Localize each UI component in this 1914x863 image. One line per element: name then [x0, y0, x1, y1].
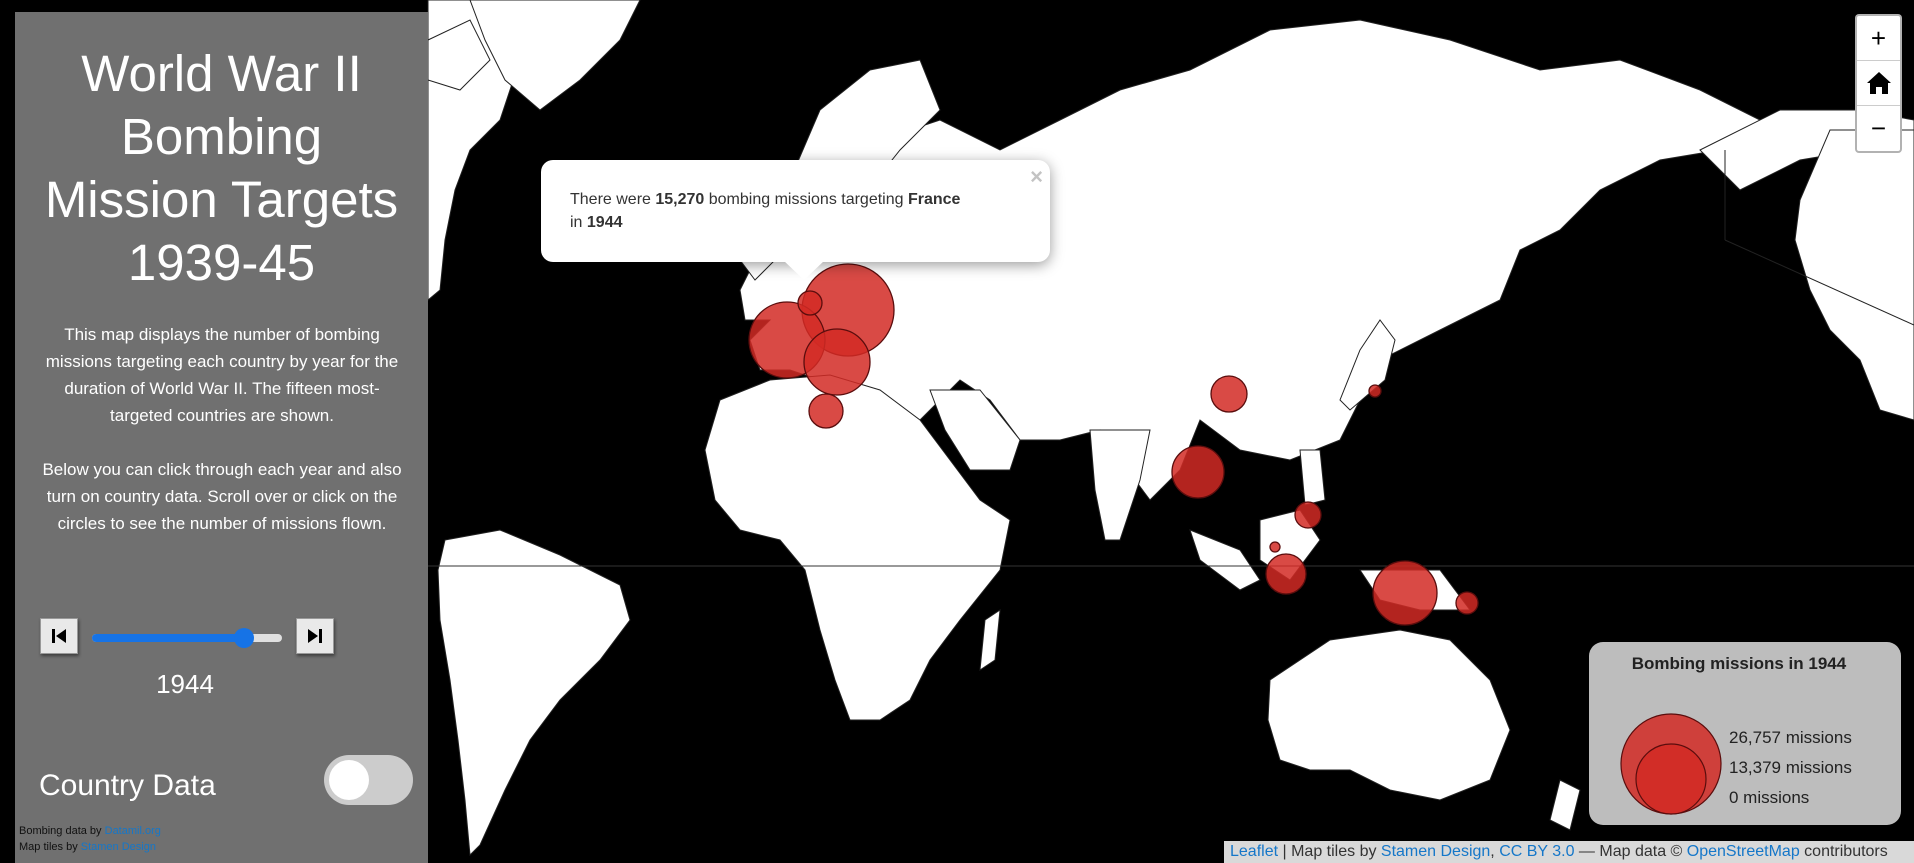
- popup-in: in: [570, 214, 587, 231]
- skip-back-icon: [52, 629, 66, 643]
- attr-contributors: contributors: [1799, 843, 1888, 860]
- legend-min-label: 0 missions: [1729, 788, 1810, 807]
- description-paragraph-1: This map displays the number of bombing …: [45, 325, 399, 425]
- land-greenland: [469, 0, 641, 111]
- attr-mapdata: — Map data ©: [1574, 843, 1687, 860]
- legend-max-label: 26,757 missions: [1729, 728, 1852, 747]
- popup-country: France: [907, 191, 961, 208]
- toggle-knob: [329, 760, 369, 800]
- land-philippines: [1299, 449, 1326, 506]
- bombing-credit-prefix: Bombing data by: [19, 825, 105, 837]
- bubble-solomons[interactable]: [1455, 591, 1479, 615]
- stamen-credit-link[interactable]: Stamen Design: [80, 841, 156, 853]
- year-slider-fill: [92, 634, 244, 642]
- bombing-data-credit: Bombing data by Datamil.org: [19, 825, 161, 837]
- bubble-japan[interactable]: [1368, 384, 1382, 398]
- legend: Bombing missions in 1944 26,757 missions…: [1589, 642, 1901, 825]
- map-popup: × There were 15,270 bombing missions tar…: [541, 160, 1050, 280]
- country-data-label: Country Data: [39, 769, 216, 802]
- land-south-america: [437, 529, 631, 857]
- osm-link[interactable]: OpenStreetMap: [1686, 843, 1800, 860]
- popup-text: There were 15,270 bombing missions targe…: [570, 188, 1025, 234]
- land-canada-islands: [427, 19, 491, 91]
- land-new-zealand: [1549, 779, 1581, 831]
- datamil-link[interactable]: Datamil.org: [104, 825, 161, 837]
- bubble-malaya[interactable]: [1269, 541, 1281, 553]
- popup-pre: There were: [570, 191, 656, 208]
- attr-sep: | Map tiles by: [1278, 843, 1381, 860]
- popup-year: 1944: [586, 214, 623, 231]
- leaflet-link[interactable]: Leaflet: [1230, 843, 1279, 860]
- land-africa: [704, 374, 1011, 721]
- bubble-new-guinea[interactable]: [1372, 560, 1438, 626]
- step-back-button[interactable]: [40, 618, 78, 654]
- skip-forward-icon: [308, 629, 322, 643]
- zoom-out-button[interactable]: −: [1870, 112, 1887, 143]
- bubble-italy[interactable]: [803, 328, 871, 396]
- title-line-3: Mission Targets: [44, 171, 399, 228]
- legend-mid-label: 13,379 missions: [1729, 758, 1852, 777]
- home-icon: [1866, 72, 1891, 94]
- title-line-2: Bombing: [120, 108, 323, 165]
- legend-circle-mid: [1635, 743, 1707, 815]
- land-australia: [1267, 629, 1511, 801]
- attr-comma: ,: [1490, 843, 1500, 860]
- home-button[interactable]: [1857, 61, 1900, 106]
- side-panel: World War II Bombing Mission Targets 193…: [15, 12, 428, 863]
- legend-circles: [1620, 713, 1722, 815]
- land-alaska: [1794, 129, 1914, 421]
- title-line-1: World War II: [81, 45, 362, 102]
- land-sumatra: [1189, 529, 1261, 591]
- land-india: [1089, 429, 1151, 541]
- license-link[interactable]: CC BY 3.0: [1499, 843, 1575, 860]
- popup-count: 15,270: [655, 191, 705, 208]
- year-label: 1944: [156, 669, 214, 699]
- land-madagascar: [979, 608, 1001, 672]
- map-tiles-credit: Map tiles by Stamen Design: [19, 841, 156, 853]
- bubble-burma[interactable]: [1171, 445, 1225, 499]
- zoom-in-button[interactable]: +: [1857, 16, 1900, 61]
- tiles-credit-prefix: Map tiles by: [19, 841, 81, 853]
- year-slider-thumb[interactable]: [234, 628, 254, 648]
- popup-mid: bombing missions targeting: [704, 191, 908, 208]
- bubble-borneo[interactable]: [1265, 553, 1307, 595]
- bubble-philippines[interactable]: [1294, 501, 1322, 529]
- stamen-link[interactable]: Stamen Design: [1380, 843, 1491, 860]
- bubble-tunisia[interactable]: [808, 393, 844, 429]
- attribution: Leaflet | Map tiles by Stamen Design, CC…: [1224, 841, 1914, 863]
- page-title: World War II Bombing Mission Targets 193…: [15, 42, 428, 294]
- legend-title: Bombing missions in 1944: [1631, 654, 1847, 673]
- title-line-4: 1939-45: [127, 234, 316, 291]
- land-arabia: [929, 389, 1021, 471]
- description-paragraph-2: Below you can click through each year an…: [42, 460, 402, 533]
- land-japan: [1339, 319, 1396, 411]
- year-slider[interactable]: [92, 628, 282, 648]
- country-data-toggle[interactable]: [324, 755, 413, 805]
- zoom-control: + −: [1855, 14, 1902, 153]
- bubble-china[interactable]: [1210, 375, 1248, 413]
- popup-close-button[interactable]: ×: [1030, 164, 1043, 189]
- bubble-belgium[interactable]: [797, 290, 823, 316]
- popup-tip: [783, 260, 825, 280]
- step-forward-button[interactable]: [296, 618, 334, 654]
